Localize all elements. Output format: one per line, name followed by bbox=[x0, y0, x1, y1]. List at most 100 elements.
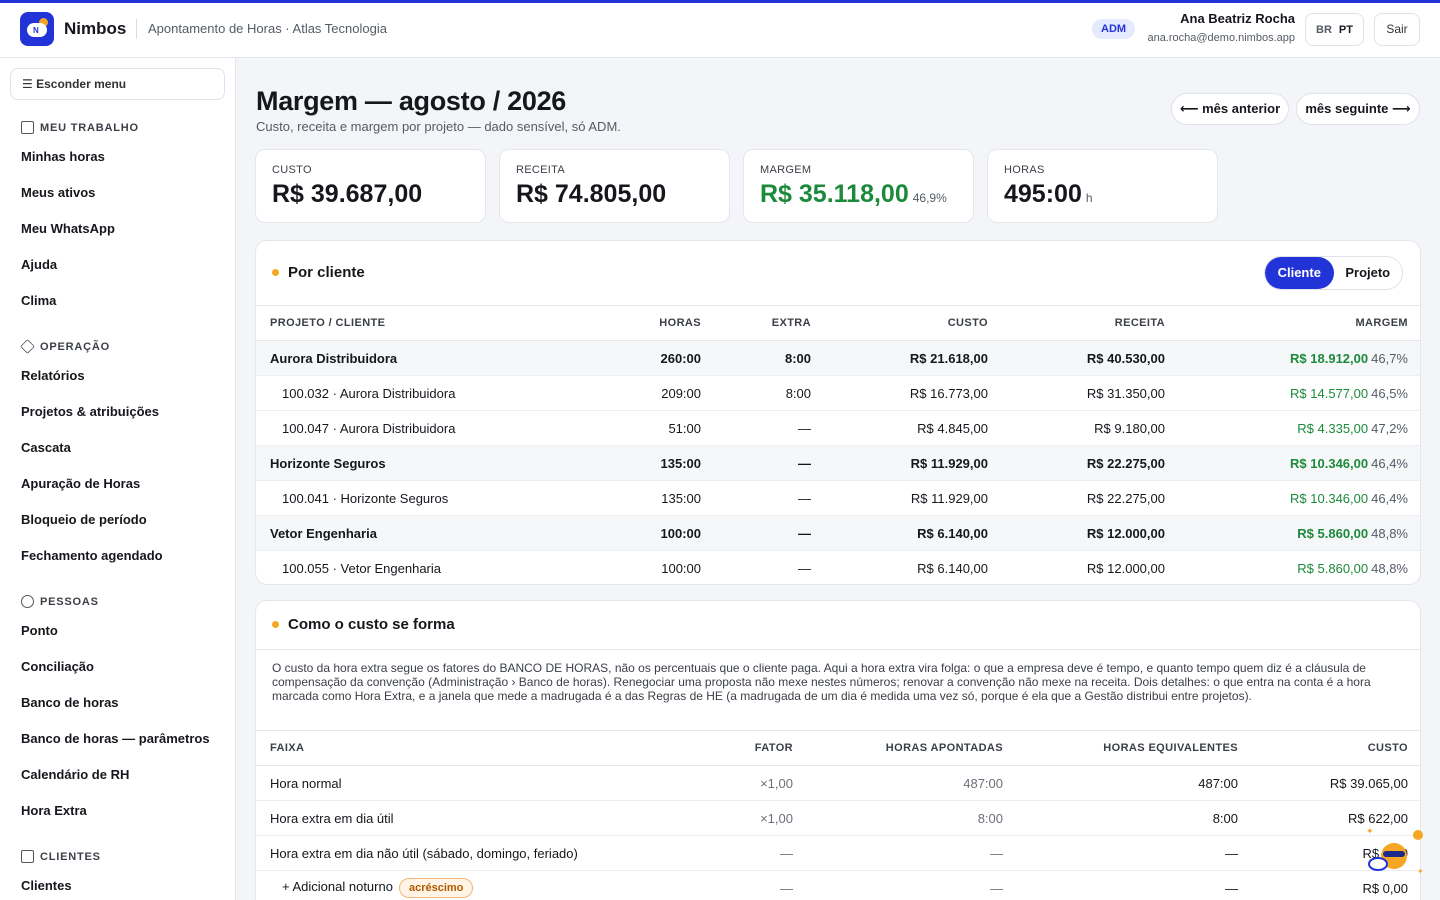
kpi-value: R$ 74.805,00 bbox=[516, 180, 667, 208]
row-horas: 209:00 bbox=[620, 375, 715, 411]
row-fator: ×1,00 bbox=[697, 800, 807, 836]
margin-percent: 48,8% bbox=[1371, 525, 1408, 541]
calendar-check-icon bbox=[21, 121, 34, 134]
kpi-label: CUSTO bbox=[272, 164, 312, 176]
sidebar-item-clima[interactable]: Clima bbox=[21, 293, 57, 308]
sidebar-item-cascata[interactable]: Cascata bbox=[21, 440, 71, 455]
cost-formation-table: FAIXA FATOR HORAS APONTADAS HORAS EQUIVALEN… bbox=[256, 730, 1420, 900]
user-email: ana.rocha@demo.nimbos.app bbox=[1147, 32, 1295, 44]
svg-text:✦: ✦ bbox=[1366, 826, 1374, 836]
card-custo-forma: Como o custo se forma O custo da hora ex… bbox=[255, 600, 1421, 900]
sidebar-item-meus-ativos[interactable]: Meus ativos bbox=[21, 185, 96, 200]
row-extra: — bbox=[715, 480, 825, 516]
row-receita: R$ 12.000,00 bbox=[1002, 515, 1179, 551]
row-custo: R$ 11.929,00 bbox=[825, 480, 1002, 516]
kpi-margem: MARGEM R$ 35.118,00 46,9% bbox=[743, 149, 974, 223]
section-clientes: CLIENTES bbox=[21, 850, 101, 863]
row-name: Horizonte Seguros bbox=[256, 445, 620, 481]
sidebar-item-hora-extra[interactable]: Hora Extra bbox=[21, 803, 87, 818]
group-toggle[interactable]: Cliente Projeto bbox=[1264, 256, 1403, 290]
kpi-label: MARGEM bbox=[760, 164, 812, 176]
row-margem: R$ 10.346,00 46,4% bbox=[1179, 480, 1420, 516]
margin-value: R$ 10.346,00 bbox=[1290, 490, 1369, 506]
row-margem: R$ 5.860,00 48,8% bbox=[1179, 515, 1420, 551]
prev-month-button[interactable]: ⟵ mês anterior bbox=[1171, 93, 1289, 125]
sidebar-item-banco-de-horas[interactable]: Banco de horas bbox=[21, 695, 119, 710]
row-custo: R$ 622,00 bbox=[1252, 800, 1420, 836]
card-title: Por cliente bbox=[272, 264, 365, 281]
column-header: PROJETO / CLIENTE bbox=[256, 305, 620, 341]
kpi-label: HORAS bbox=[1004, 164, 1045, 176]
kpi-aux: 46,9% bbox=[912, 191, 947, 205]
hide-menu-button[interactable]: ☰ Esconder menu bbox=[10, 68, 225, 100]
kpi-value: 495:00 bbox=[1004, 180, 1082, 208]
weather-mascot-icon[interactable]: ✦ ✦ bbox=[1366, 826, 1426, 876]
logout-button[interactable]: Sair bbox=[1374, 13, 1420, 46]
kpi-custo: CUSTO R$ 39.687,00 bbox=[255, 149, 486, 223]
faixa-label: Hora normal bbox=[270, 775, 342, 791]
margin-value: R$ 5.860,00 bbox=[1297, 560, 1369, 576]
sidebar-item-apuracao[interactable]: Apuração de Horas bbox=[21, 476, 141, 491]
row-custo: R$ 16.773,00 bbox=[825, 375, 1002, 411]
row-custo: R$ 6.140,00 bbox=[825, 515, 1002, 551]
row-custo: R$ 0,00 bbox=[1252, 870, 1420, 900]
sidebar-item-projetos[interactable]: Projetos & atribuições bbox=[21, 404, 159, 419]
sidebar-item-relatorios[interactable]: Relatórios bbox=[21, 368, 85, 383]
project-row: 100.041 · Horizonte Seguros 135:00— R$ 11.… bbox=[256, 480, 1420, 516]
row-faixa: Hora extra em dia útil bbox=[256, 800, 697, 836]
cost-row: Hora normal ×1,00 487:00 487:00 R$ 39.065,00 bbox=[256, 765, 1420, 801]
sidebar-item-fechamento[interactable]: Fechamento agendado bbox=[21, 548, 163, 563]
row-margem: R$ 5.860,00 48,8% bbox=[1179, 550, 1420, 584]
client-group-row: Horizonte Seguros 135:00— R$ 11.929,00 R$ 2… bbox=[256, 445, 1420, 481]
sidebar-item-calendario-rh[interactable]: Calendário de RH bbox=[21, 767, 130, 782]
next-month-button[interactable]: mês seguinte ⟶ bbox=[1296, 93, 1420, 125]
lang-br[interactable]: BR bbox=[1316, 23, 1332, 36]
row-receita: R$ 31.350,00 bbox=[1002, 375, 1179, 411]
card-por-cliente: Por cliente Cliente Projeto PROJETO / CL… bbox=[255, 240, 1421, 585]
sidebar-item-minhas-horas[interactable]: Minhas horas bbox=[21, 149, 105, 164]
row-extra: 8:00 bbox=[715, 340, 825, 376]
dot-icon bbox=[272, 269, 279, 276]
toggle-cliente[interactable]: Cliente bbox=[1265, 257, 1334, 289]
row-extra: 8:00 bbox=[715, 375, 825, 411]
lang-pt[interactable]: PT bbox=[1338, 23, 1353, 36]
cost-explanation: O custo da hora extra segue os fatores d… bbox=[272, 661, 1371, 703]
row-extra: — bbox=[715, 515, 825, 551]
dot-icon bbox=[272, 621, 279, 628]
kpi-horas: HORAS 495:00 h bbox=[987, 149, 1218, 223]
sidebar-item-meu-whatsapp[interactable]: Meu WhatsApp bbox=[21, 221, 115, 236]
page-title: Margem — agosto / 2026 bbox=[256, 86, 567, 116]
cost-row: Hora extra em dia não útil (sábado, domi… bbox=[256, 835, 1420, 871]
language-switch[interactable]: BR PT bbox=[1305, 13, 1364, 46]
row-name: 100.041 · Horizonte Seguros bbox=[256, 480, 620, 516]
margin-percent: 46,4% bbox=[1371, 455, 1408, 471]
sidebar-item-conciliacao[interactable]: Conciliação bbox=[21, 659, 94, 674]
row-extra: — bbox=[715, 445, 825, 481]
kpi-value: R$ 35.118,00 bbox=[760, 180, 909, 208]
sidebar-item-ponto[interactable]: Ponto bbox=[21, 623, 58, 638]
section-meu-trabalho: MEU TRABALHO bbox=[21, 121, 139, 134]
row-equivalentes: — bbox=[1017, 870, 1252, 900]
faixa-label: + Adicional noturno bbox=[282, 879, 393, 894]
sidebar-item-ajuda[interactable]: Ajuda bbox=[21, 257, 58, 272]
margin-percent: 48,8% bbox=[1371, 560, 1408, 576]
margin-percent: 46,4% bbox=[1371, 490, 1408, 506]
row-fator: ×1,00 bbox=[697, 765, 807, 801]
page-subtitle: Custo, receita e margem por projeto — da… bbox=[256, 119, 621, 134]
kpi-aux: h bbox=[1085, 191, 1093, 205]
sidebar-item-bloqueio[interactable]: Bloqueio de período bbox=[21, 512, 147, 527]
margin-value: R$ 10.346,00 bbox=[1290, 455, 1369, 471]
row-equivalentes: — bbox=[1017, 835, 1252, 871]
faixa-label: Hora extra em dia útil bbox=[270, 810, 394, 826]
row-custo: R$ 6.140,00 bbox=[825, 550, 1002, 584]
nimbos-logo-icon[interactable]: N bbox=[20, 12, 54, 46]
column-header: HORAS EQUIVALENTES bbox=[1017, 730, 1252, 766]
project-row: 100.055 · Vetor Engenharia 100:00— R$ 6.14… bbox=[256, 550, 1420, 584]
sidebar-item-banco-parametros[interactable]: Banco de horas — parâmetros bbox=[21, 731, 210, 746]
row-horas: 100:00 bbox=[620, 550, 715, 584]
toggle-projeto[interactable]: Projeto bbox=[1345, 265, 1391, 280]
project-row: 100.047 · Aurora Distribuidora 51:00— R$ 4… bbox=[256, 410, 1420, 446]
row-name: Aurora Distribuidora bbox=[256, 340, 620, 376]
sidebar-item-clientes[interactable]: Clientes bbox=[21, 878, 72, 893]
app-header: N Nimbos Apontamento de Horas · Atlas Te… bbox=[0, 3, 1440, 58]
